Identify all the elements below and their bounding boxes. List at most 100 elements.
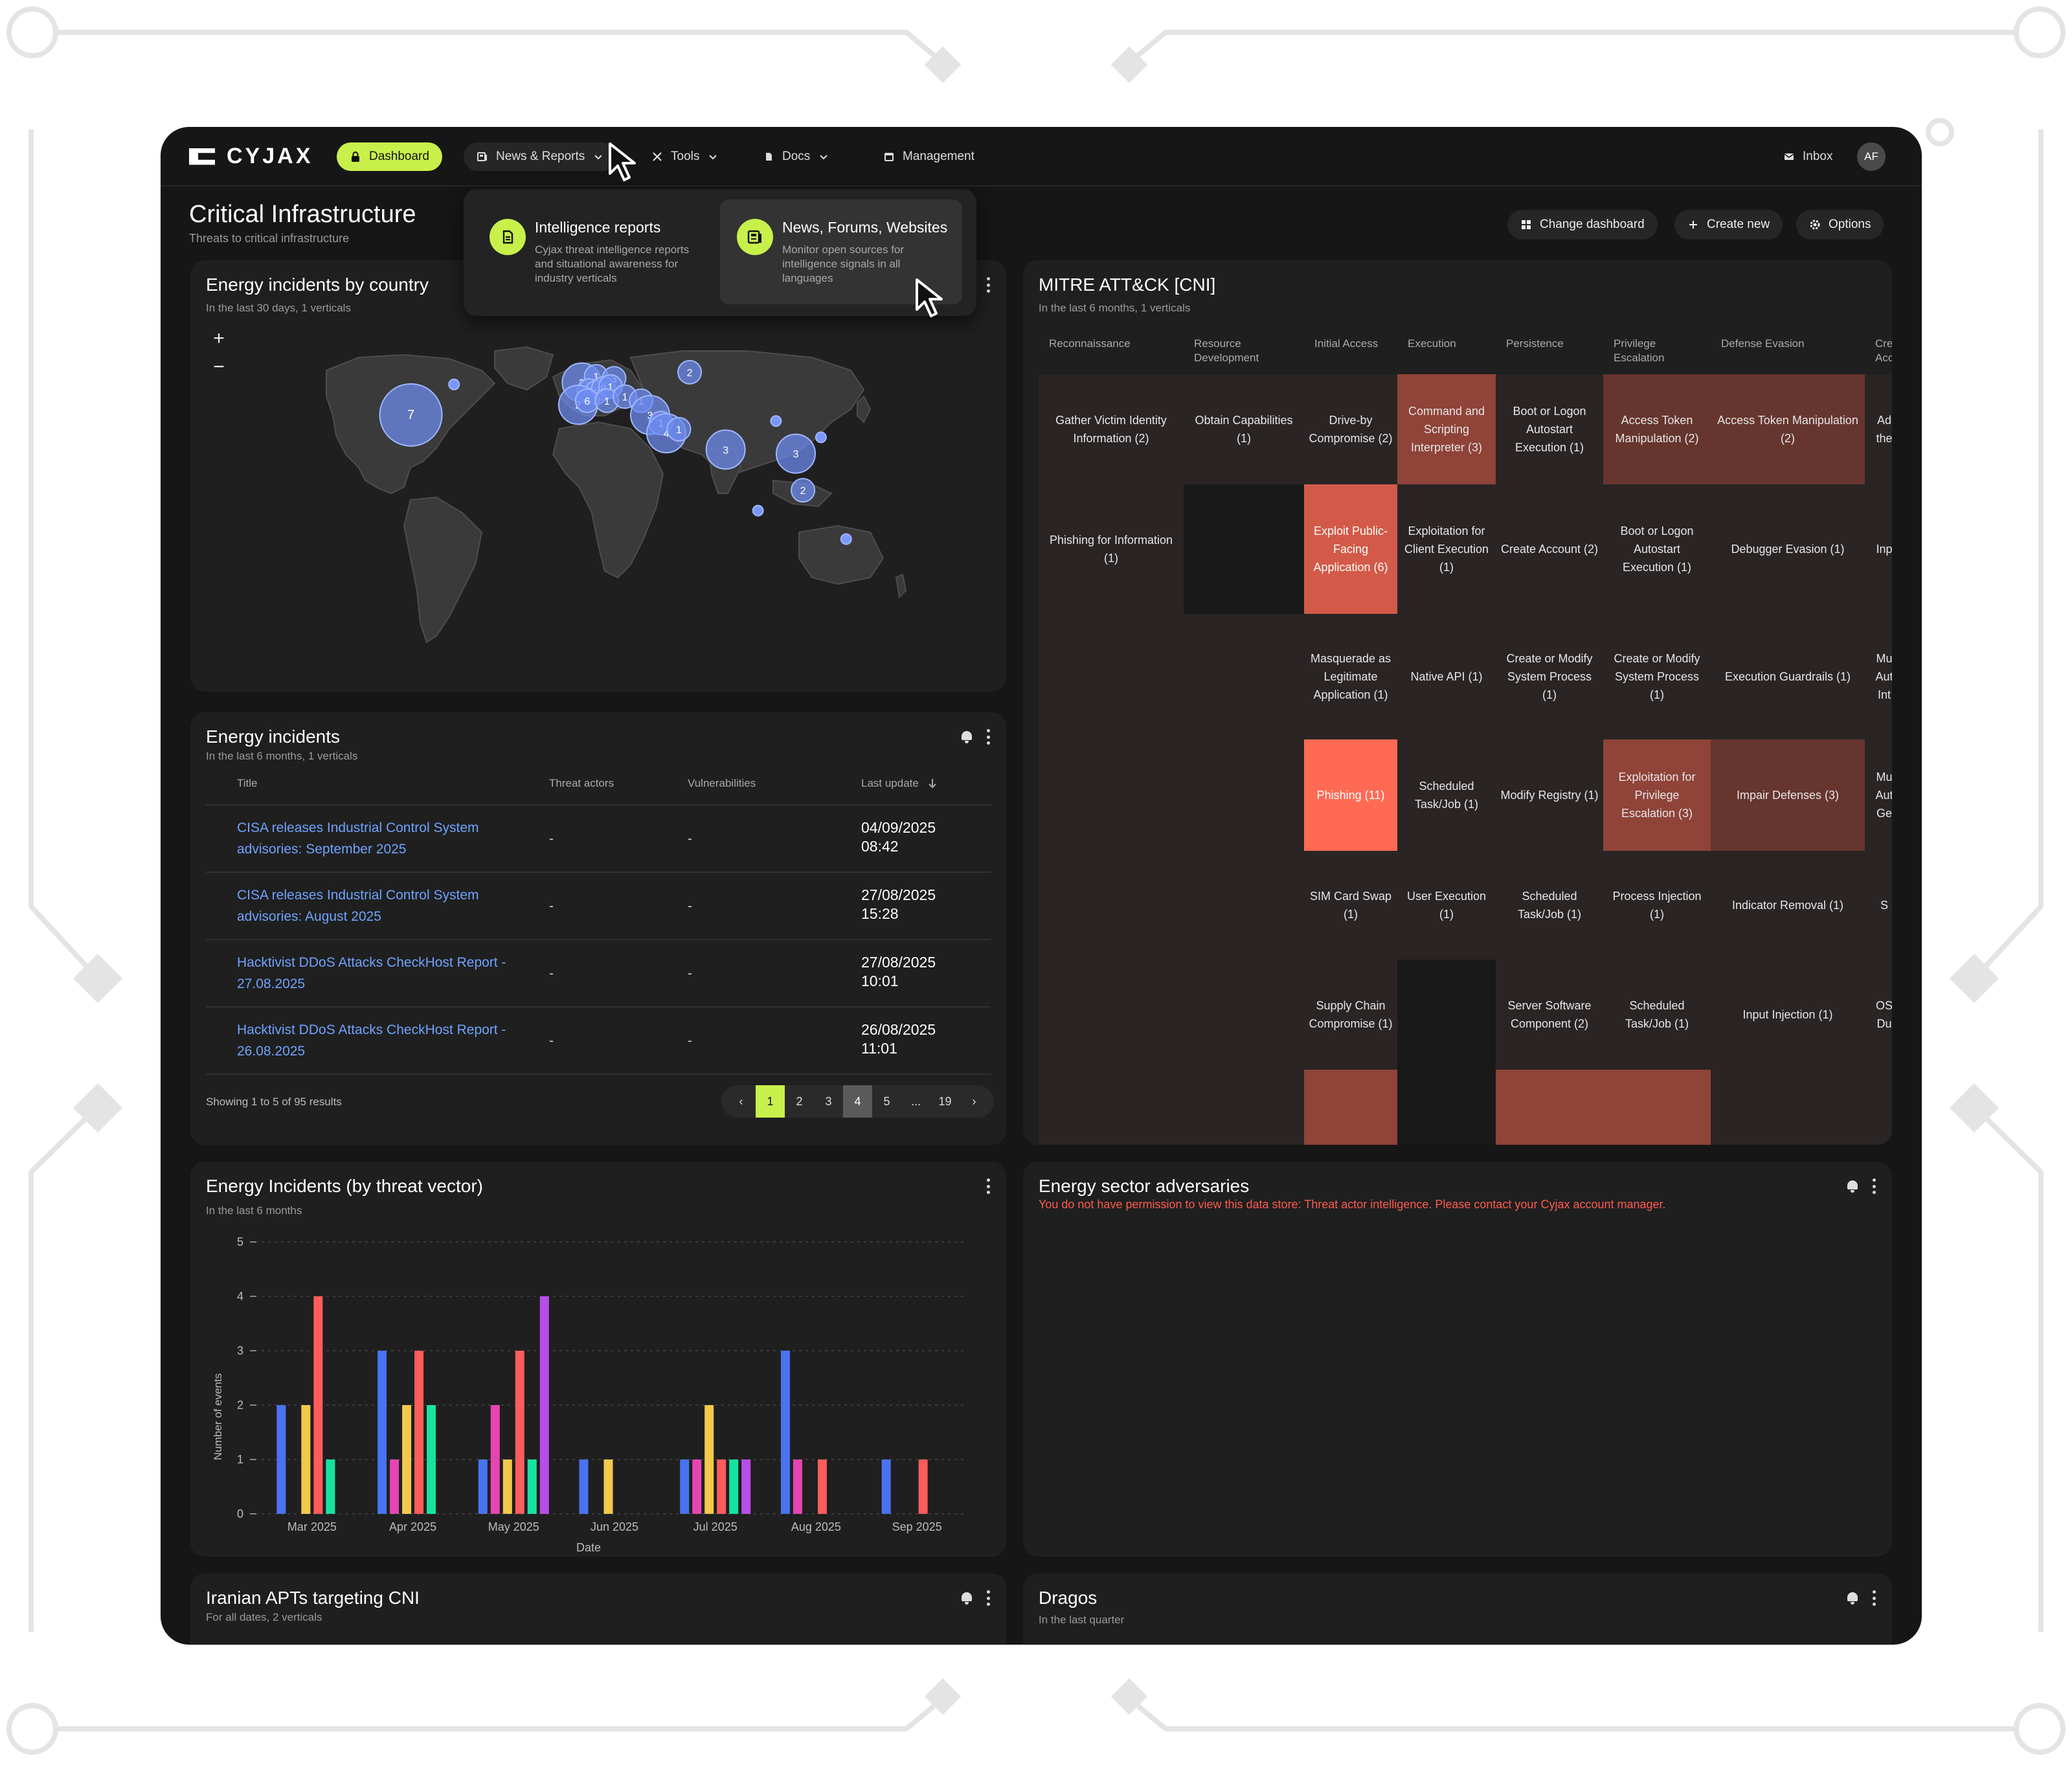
kebab-menu-icon[interactable] <box>987 729 991 745</box>
incident-title-link[interactable]: Hacktivist DDoS Attacks CheckHost Report… <box>237 1022 506 1059</box>
mitre-technique-cell[interactable]: OS Du <box>1865 960 1892 1070</box>
page-button[interactable]: 19 <box>938 1094 952 1108</box>
mitre-technique-cell[interactable]: Scheduled Task/Job (1) <box>1603 960 1711 1070</box>
mitre-technique-cell[interactable]: Mu Aut Int <box>1865 614 1892 739</box>
kebab-menu-icon[interactable] <box>987 277 991 293</box>
mitre-technique-cell[interactable]: Drive-by Compromise (2) <box>1304 374 1397 484</box>
nav-docs[interactable]: Docs <box>750 142 842 171</box>
bell-icon[interactable] <box>960 730 974 744</box>
kebab-menu-icon[interactable] <box>987 1590 991 1606</box>
dropdown-item-intelligence-reports[interactable]: Intelligence reports Cyjax threat intell… <box>473 199 715 304</box>
incident-title-link[interactable]: Hacktivist DDoS Attacks CheckHost Report… <box>237 955 506 991</box>
page-button[interactable]: 5 <box>883 1094 890 1108</box>
mitre-technique-cell[interactable]: Scheduled Task/Job (1) <box>1397 739 1496 851</box>
map-incident-marker[interactable] <box>705 429 746 470</box>
map-incident-marker[interactable] <box>815 431 827 444</box>
mitre-technique-cell[interactable]: Phishing (11) <box>1304 739 1397 851</box>
mitre-technique-cell[interactable]: Native API (1) <box>1397 614 1496 739</box>
incident-title-link[interactable]: CISA releases Industrial Control System … <box>237 888 479 924</box>
page-button[interactable]: 2 <box>796 1094 803 1108</box>
page-button[interactable]: 4 <box>843 1085 872 1118</box>
column-header-last-update[interactable]: Last update <box>861 777 937 790</box>
mitre-technique-cell[interactable]: Input Injection (1) <box>1711 960 1865 1070</box>
create-new-button[interactable]: Create new <box>1674 210 1783 240</box>
mitre-technique-cell[interactable]: Exploitation for Privilege Escalation (3… <box>1603 739 1711 851</box>
mitre-technique-cell[interactable]: Obtain Capabilities (1) <box>1184 374 1304 484</box>
kebab-menu-icon[interactable] <box>1873 1590 1876 1606</box>
mitre-technique-cell[interactable]: Create or Modify System Process (1) <box>1496 614 1603 739</box>
options-button[interactable]: Options <box>1796 210 1884 240</box>
change-dashboard-button[interactable]: Change dashboard <box>1507 210 1658 240</box>
map-incident-marker[interactable] <box>791 478 816 503</box>
mitre-technique-cell[interactable]: Ad the <box>1865 374 1892 484</box>
mitre-technique-cell[interactable]: Mu Aut Ge <box>1865 739 1892 851</box>
user-avatar[interactable]: AF <box>1857 142 1886 171</box>
mitre-technique-cell[interactable]: Boot or Logon Autostart Execution (1) <box>1603 484 1711 614</box>
mitre-technique-cell[interactable]: Phishing for Information (1) <box>1039 484 1184 614</box>
mitre-technique-cell[interactable]: Create Account (2) <box>1496 484 1603 614</box>
mitre-technique-cell[interactable]: Impair Defenses (3) <box>1711 739 1865 851</box>
kebab-menu-icon[interactable] <box>1873 1178 1876 1194</box>
zoom-out-button[interactable]: − <box>213 356 225 377</box>
inbox-button[interactable]: Inbox <box>1770 142 1845 171</box>
mitre-technique-cell[interactable]: Indicator Removal (1) <box>1711 851 1865 960</box>
mitre-technique-cell[interactable]: User Execution (1) <box>1397 851 1496 960</box>
map-incident-marker[interactable] <box>776 433 816 474</box>
mitre-technique-cell[interactable]: Scheduled Task/Job (1) <box>1496 851 1603 960</box>
mitre-technique-cell[interactable]: Inp <box>1865 484 1892 614</box>
page-button[interactable]: 1 <box>756 1085 785 1118</box>
map-incident-marker[interactable] <box>666 416 692 442</box>
nav-tools[interactable]: Tools <box>638 142 732 171</box>
incident-title-link[interactable]: CISA releases Industrial Control System … <box>237 820 479 857</box>
mitre-technique-cell[interactable]: Command and Scripting Interpreter (3) <box>1397 374 1496 484</box>
map-incident-marker[interactable] <box>379 383 443 447</box>
zoom-in-button[interactable]: + <box>213 328 225 349</box>
mitre-technique-cell[interactable]: Exploitation for Client Execution (1) <box>1397 484 1496 614</box>
table-row[interactable]: CISA releases Industrial Control System … <box>206 804 991 872</box>
mitre-technique-cell[interactable]: Masquerade as Legitimate Application (1) <box>1304 614 1397 739</box>
mitre-technique-cell <box>1039 960 1184 1070</box>
bell-icon[interactable] <box>960 1591 974 1605</box>
mitre-technique-cell[interactable]: Server Software Component (2) <box>1496 960 1603 1070</box>
nav-dashboard[interactable]: Dashboard <box>337 142 442 171</box>
map-incident-marker[interactable] <box>677 359 703 385</box>
mitre-technique-cell[interactable]: Supply Chain Compromise (1) <box>1304 960 1397 1070</box>
mitre-technique-cell[interactable]: Process Injection (1) <box>1603 851 1711 960</box>
map-incident-marker[interactable] <box>770 415 782 427</box>
mitre-technique-cell[interactable]: Access Token Manipulation (2) <box>1711 374 1865 484</box>
mitre-technique-cell[interactable]: SIM Card Swap (1) <box>1304 851 1397 960</box>
last-update-date: 26/08/2025 <box>861 1021 936 1038</box>
mitre-technique-cell[interactable]: Gather Victim Identity Information (2) <box>1039 374 1184 484</box>
mitre-technique-cell[interactable]: Access Token Manipulation (2) <box>1603 374 1711 484</box>
world-map[interactable]: 722132281261113141332 <box>190 319 1006 688</box>
mitre-technique-cell[interactable]: Exploit Public-Facing Application (6) <box>1304 484 1397 614</box>
mitre-technique-cell[interactable]: Modify Registry (1) <box>1496 739 1603 851</box>
page-button[interactable]: ... <box>910 1094 921 1108</box>
table-row[interactable]: Hacktivist DDoS Attacks CheckHost Report… <box>206 1006 991 1074</box>
nav-dashboard-label: Dashboard <box>369 150 429 163</box>
nav-news-reports[interactable]: News & Reports <box>464 142 618 171</box>
bell-icon[interactable] <box>1845 1179 1860 1193</box>
column-header-vulnerabilities[interactable]: Vulnerabilities <box>688 777 756 789</box>
column-header-threat-actors[interactable]: Threat actors <box>549 777 614 789</box>
map-incident-marker[interactable] <box>752 504 764 517</box>
mitre-technique-cell[interactable]: S <box>1865 851 1892 960</box>
mitre-technique-cell[interactable]: Boot or Logon Autostart Execution (1) <box>1496 374 1603 484</box>
next-page-button[interactable]: › <box>972 1094 976 1108</box>
nav-management[interactable]: Management <box>870 142 987 171</box>
table-row[interactable]: Hacktivist DDoS Attacks CheckHost Report… <box>206 939 991 1006</box>
mitre-technique-cell[interactable]: Debugger Evasion (1) <box>1711 484 1865 614</box>
page-button[interactable]: 3 <box>825 1094 832 1108</box>
table-row[interactable]: CISA releases Industrial Control System … <box>206 872 991 939</box>
prev-page-button[interactable]: ‹ <box>739 1094 743 1108</box>
kebab-menu-icon[interactable] <box>987 1178 991 1194</box>
pagination: ‹ 1 2 3 4 5... 19 › <box>721 1085 994 1118</box>
brand-logo[interactable]: CYJAX <box>189 144 313 169</box>
mitre-technique-cell[interactable]: Execution Guardrails (1) <box>1711 614 1865 739</box>
bell-icon[interactable] <box>1845 1591 1860 1605</box>
map-incident-marker[interactable] <box>840 533 852 545</box>
column-header-title[interactable]: Title <box>237 777 258 789</box>
mitre-technique-cell[interactable]: Create or Modify System Process (1) <box>1603 614 1711 739</box>
mitre-technique-cell <box>1397 960 1496 1070</box>
map-incident-marker[interactable] <box>448 378 460 390</box>
